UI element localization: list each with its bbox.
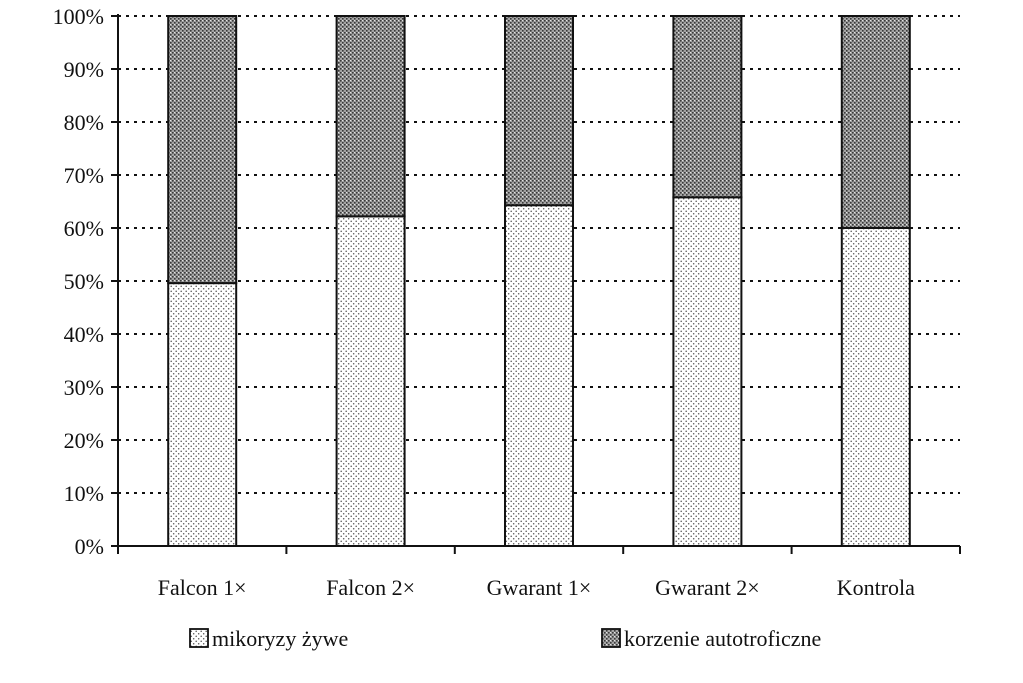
- legend-label: korzenie autotroficzne: [624, 626, 821, 651]
- x-category-label: Kontrola: [837, 575, 915, 600]
- y-tick-label: 60%: [64, 216, 104, 241]
- legend-swatch: [601, 628, 621, 648]
- legend-item: korzenie autotroficzne: [601, 626, 821, 651]
- y-tick-label: 70%: [64, 163, 104, 188]
- bar-segment: [504, 15, 574, 207]
- bar-segment: [335, 15, 406, 218]
- y-tick-label: 50%: [64, 269, 104, 294]
- x-category-label: Gwarant 2×: [655, 575, 760, 600]
- y-tick-label: 80%: [64, 110, 104, 135]
- bars: [167, 15, 911, 548]
- axis-labels: 0% 10% 20% 30% 40% 50% 60% 70% 80% 90% 100% Falcon …: [53, 4, 915, 600]
- legend: mikoryzy żywe korzenie autotroficzne: [189, 626, 821, 651]
- y-tick-label: 90%: [64, 57, 104, 82]
- bar-segment: [167, 282, 238, 547]
- bar-segment: [840, 15, 911, 229]
- legend-label: mikoryzy żywe: [212, 626, 348, 651]
- x-category-label: Gwarant 1×: [487, 575, 592, 600]
- axes: [111, 14, 961, 554]
- legend-item: mikoryzy żywe: [189, 626, 348, 651]
- bar-segment: [672, 196, 743, 547]
- y-tick-label: 0%: [75, 534, 104, 559]
- x-category-label: Falcon 2×: [326, 575, 415, 600]
- bar-segment: [840, 227, 911, 547]
- y-tick-label: 100%: [53, 4, 104, 29]
- bar-segment: [672, 15, 743, 199]
- y-tick-label: 10%: [64, 481, 104, 506]
- x-category-label: Falcon 1×: [158, 575, 247, 600]
- legend-swatch: [189, 628, 209, 648]
- y-tick-label: 40%: [64, 322, 104, 347]
- bar-segment: [167, 15, 238, 285]
- bar-segment: [335, 215, 406, 547]
- bar-segment: [504, 204, 574, 548]
- y-tick-label: 30%: [64, 375, 104, 400]
- y-tick-label: 20%: [64, 428, 104, 453]
